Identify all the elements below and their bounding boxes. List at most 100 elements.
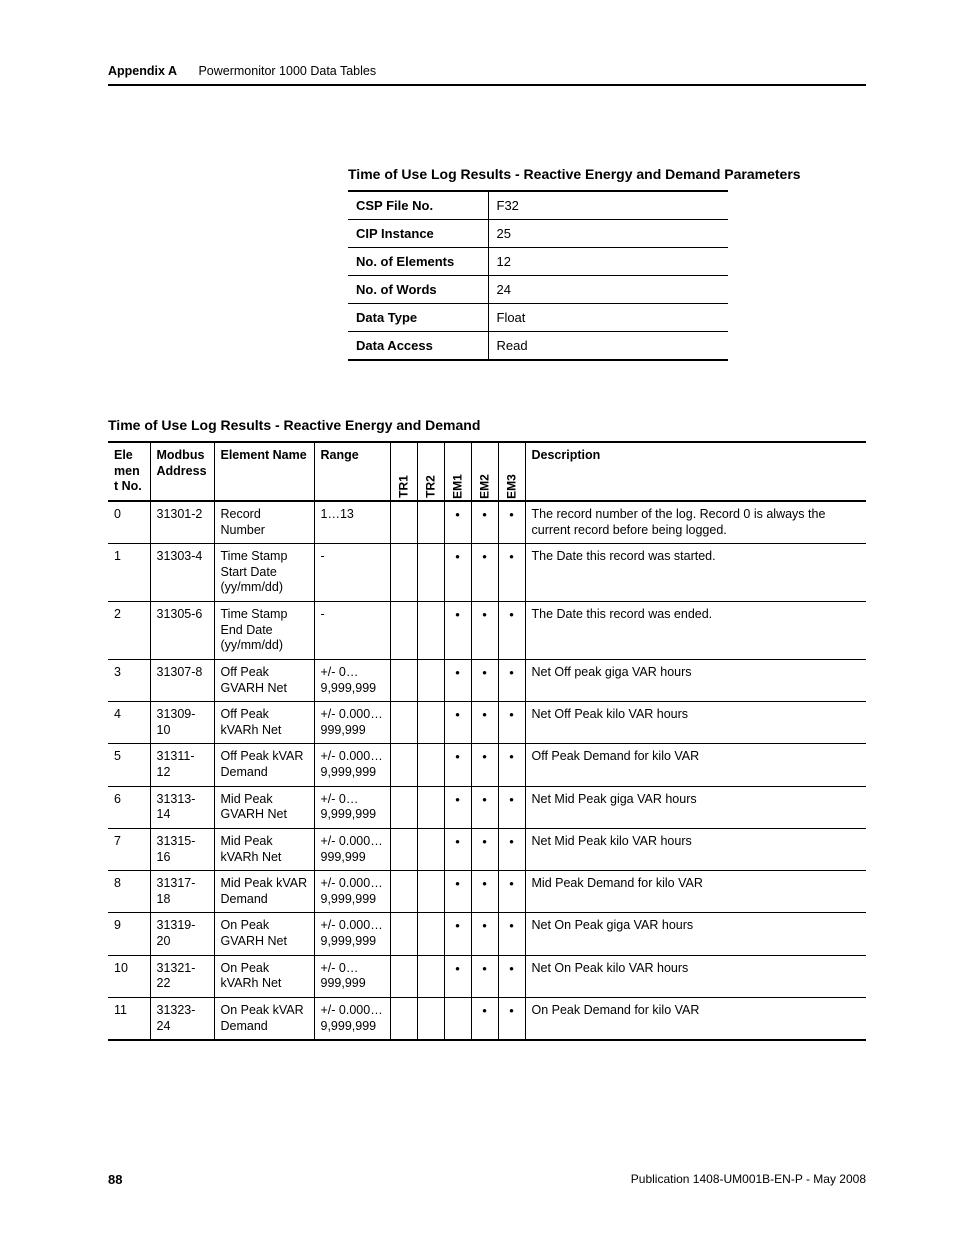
cell-tr1 — [390, 913, 417, 955]
cell-tr1 — [390, 786, 417, 828]
params-row: Data TypeFloat — [348, 304, 728, 332]
cell-tr2 — [417, 997, 444, 1040]
cell-description: The record number of the log. Record 0 i… — [525, 501, 866, 544]
cell-em1: • — [444, 501, 471, 544]
cell-range: +/- 0.000… 9,999,999 — [314, 997, 390, 1040]
cell-element-no: 6 — [108, 786, 150, 828]
cell-tr1 — [390, 997, 417, 1040]
params-key: CIP Instance — [348, 220, 488, 248]
cell-em3: • — [498, 871, 525, 913]
cell-description: Mid Peak Demand for kilo VAR — [525, 871, 866, 913]
col-tr1-label: TR1 — [396, 475, 411, 498]
cell-tr1 — [390, 544, 417, 602]
cell-tr2 — [417, 501, 444, 544]
cell-tr1 — [390, 744, 417, 786]
cell-em3: • — [498, 544, 525, 602]
cell-modbus-address: 31317-18 — [150, 871, 214, 913]
cell-modbus-address: 31313-14 — [150, 786, 214, 828]
main-table-title: Time of Use Log Results - Reactive Energ… — [108, 417, 866, 433]
cell-range: +/- 0… 9,999,999 — [314, 659, 390, 701]
cell-element-no: 0 — [108, 501, 150, 544]
cell-range: +/- 0.000… 999,999 — [314, 828, 390, 870]
cell-em2: • — [471, 786, 498, 828]
cell-em3: • — [498, 786, 525, 828]
params-value: 12 — [488, 248, 728, 276]
cell-tr1 — [390, 659, 417, 701]
cell-tr1 — [390, 955, 417, 997]
table-row: 1131323-24On Peak kVAR Demand+/- 0.000… … — [108, 997, 866, 1040]
cell-tr1 — [390, 871, 417, 913]
cell-em2: • — [471, 997, 498, 1040]
cell-em3: • — [498, 997, 525, 1040]
col-em2-label: EM2 — [477, 474, 492, 499]
cell-tr2 — [417, 871, 444, 913]
cell-description: Net Off Peak kilo VAR hours — [525, 702, 866, 744]
cell-tr2 — [417, 702, 444, 744]
cell-element-name: Time Stamp End Date (yy/mm/dd) — [214, 602, 314, 660]
cell-tr1 — [390, 828, 417, 870]
cell-em2: • — [471, 659, 498, 701]
col-tr2: TR2 — [417, 442, 444, 501]
cell-em2: • — [471, 602, 498, 660]
col-em3-label: EM3 — [504, 474, 519, 499]
table-row: 231305-6Time Stamp End Date (yy/mm/dd)-•… — [108, 602, 866, 660]
cell-modbus-address: 31315-16 — [150, 828, 214, 870]
cell-element-name: Off Peak kVARh Net — [214, 702, 314, 744]
cell-range: +/- 0.000… 999,999 — [314, 702, 390, 744]
cell-em3: • — [498, 501, 525, 544]
cell-tr1 — [390, 501, 417, 544]
cell-element-name: On Peak GVARH Net — [214, 913, 314, 955]
header-rule — [108, 84, 866, 86]
table-row: 431309-10Off Peak kVARh Net+/- 0.000… 99… — [108, 702, 866, 744]
cell-em1: • — [444, 786, 471, 828]
cell-em1: • — [444, 828, 471, 870]
publication-info: Publication 1408-UM001B-EN-P - May 2008 — [631, 1172, 866, 1187]
cell-description: Net Off peak giga VAR hours — [525, 659, 866, 701]
cell-element-no: 4 — [108, 702, 150, 744]
table-row: 631313-14Mid Peak GVARH Net+/- 0… 9,999,… — [108, 786, 866, 828]
cell-em1: • — [444, 871, 471, 913]
cell-em3: • — [498, 659, 525, 701]
cell-description: Net Mid Peak kilo VAR hours — [525, 828, 866, 870]
cell-em1: • — [444, 702, 471, 744]
params-value: 24 — [488, 276, 728, 304]
cell-modbus-address: 31305-6 — [150, 602, 214, 660]
cell-element-no: 10 — [108, 955, 150, 997]
table-row: 831317-18Mid Peak kVAR Demand+/- 0.000… … — [108, 871, 866, 913]
cell-element-name: Mid Peak kVAR Demand — [214, 871, 314, 913]
cell-element-no: 7 — [108, 828, 150, 870]
cell-element-name: Off Peak GVARH Net — [214, 659, 314, 701]
page-number: 88 — [108, 1172, 122, 1187]
cell-tr2 — [417, 786, 444, 828]
cell-element-name: Off Peak kVAR Demand — [214, 744, 314, 786]
cell-em2: • — [471, 544, 498, 602]
main-table: Element No. Modbus Address Element Name … — [108, 441, 866, 1041]
params-key: No. of Elements — [348, 248, 488, 276]
running-header: Appendix A Powermonitor 1000 Data Tables — [108, 64, 866, 78]
cell-modbus-address: 31319-20 — [150, 913, 214, 955]
cell-description: The Date this record was started. — [525, 544, 866, 602]
params-value: Read — [488, 332, 728, 361]
params-row: CSP File No.F32 — [348, 191, 728, 220]
cell-description: Net On Peak giga VAR hours — [525, 913, 866, 955]
cell-range: - — [314, 602, 390, 660]
cell-range: 1…13 — [314, 501, 390, 544]
col-em1-label: EM1 — [450, 474, 465, 499]
cell-element-name: On Peak kVAR Demand — [214, 997, 314, 1040]
cell-element-no: 3 — [108, 659, 150, 701]
cell-tr2 — [417, 913, 444, 955]
cell-tr2 — [417, 744, 444, 786]
cell-range: +/- 0… 9,999,999 — [314, 786, 390, 828]
cell-range: +/- 0.000… 9,999,999 — [314, 871, 390, 913]
cell-em1: • — [444, 913, 471, 955]
cell-em2: • — [471, 744, 498, 786]
params-key: Data Type — [348, 304, 488, 332]
col-range: Range — [314, 442, 390, 501]
params-table: CSP File No.F32CIP Instance25No. of Elem… — [348, 190, 728, 361]
col-element-name: Element Name — [214, 442, 314, 501]
params-key: Data Access — [348, 332, 488, 361]
cell-description: Net On Peak kilo VAR hours — [525, 955, 866, 997]
cell-modbus-address: 31321-22 — [150, 955, 214, 997]
params-key: No. of Words — [348, 276, 488, 304]
cell-em1 — [444, 997, 471, 1040]
